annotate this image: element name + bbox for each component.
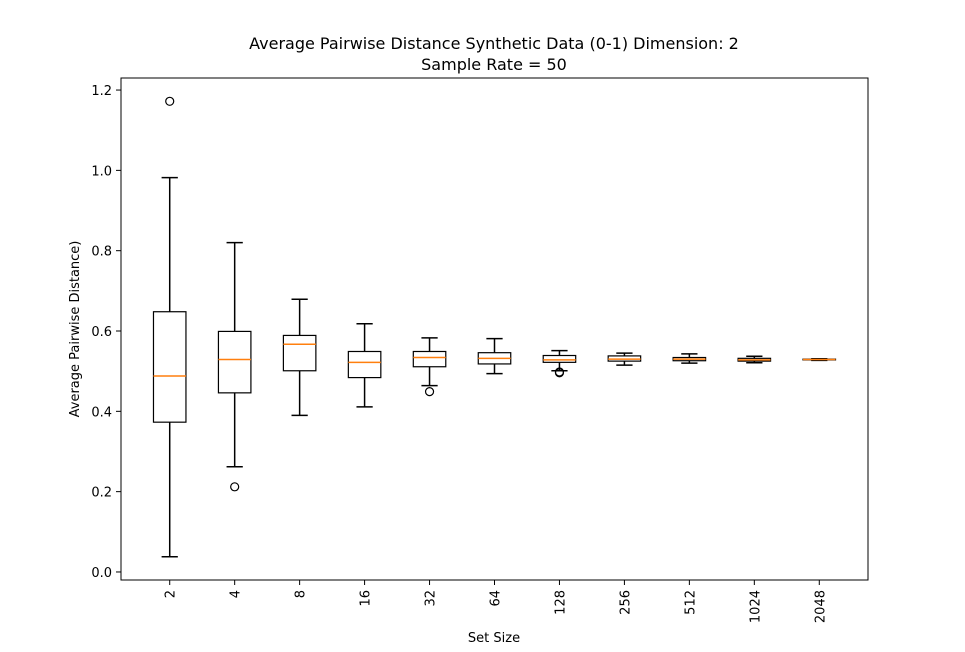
x-axis: 2 4 8 16 32 64 128 256 512 1024 2048 [164,580,828,623]
box-2 [152,96,187,558]
chart-subtitle: Sample Rate = 50 [421,55,567,74]
box-2048 [802,357,837,362]
x-tick-label: 64 [489,590,504,607]
x-tick-label: 1024 [748,590,763,623]
plot-area-frame [120,77,869,581]
box-1024 [737,355,772,364]
y-tick-label: 0.4 [91,405,112,420]
box-8 [282,298,317,417]
y-tick-label: 0.6 [91,325,112,340]
iqr-box [542,354,577,363]
y-tick-label: 0.2 [91,486,112,501]
box-32 [412,337,447,397]
outlier-point [424,387,435,397]
chart-title: Average Pairwise Distance Synthetic Data… [249,34,739,53]
x-tick-label: 4 [229,590,244,598]
y-tick-label: 1.0 [91,164,112,179]
y-tick-label: 1.2 [91,84,112,99]
box-4 [217,241,252,492]
outlier-point [230,482,240,492]
x-tick-label: 8 [294,590,309,598]
x-tick-label: 256 [618,590,633,615]
box-16 [347,323,382,408]
x-tick-label: 16 [359,590,374,607]
iqr-box [412,350,447,368]
outlier-point [165,96,175,106]
iqr-box [152,311,187,423]
box-512 [672,353,707,364]
iqr-box [217,330,252,394]
box-256 [607,352,642,366]
x-tick-label: 512 [683,590,698,615]
y-tick-label: 0.0 [91,566,112,581]
box-128 [542,349,577,378]
x-tick-label: 128 [553,590,568,615]
x-tick-label: 2 [164,590,179,598]
x-tick-label: 2048 [813,590,828,623]
y-axis: 0.0 0.2 0.4 0.6 0.8 1.0 1.2 [91,84,121,581]
y-tick-label: 0.8 [91,245,112,260]
x-tick-label: 32 [424,590,439,607]
box-64 [477,337,512,375]
boxes-group [152,96,837,558]
y-axis-label: Average Pairwise Distance) [68,241,83,418]
x-axis-label: Set Size [468,631,520,646]
outlier-point [554,367,565,377]
iqr-box [347,350,382,379]
iqr-box [282,334,317,372]
